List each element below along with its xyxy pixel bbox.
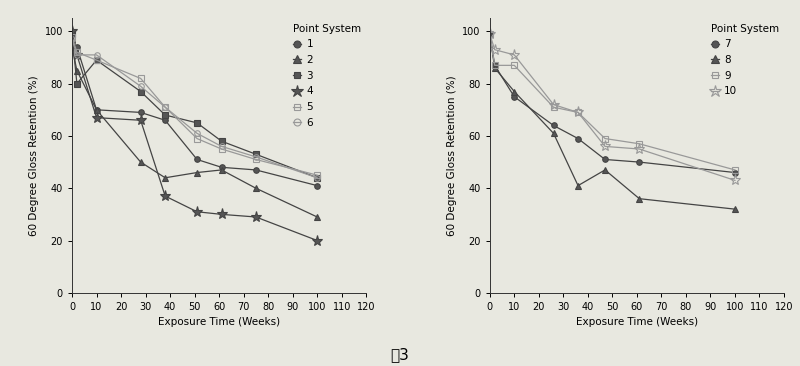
Y-axis label: 60 Degree Gloss Retention (%): 60 Degree Gloss Retention (%): [447, 75, 457, 236]
Legend: 7, 8, 9, 10: 7, 8, 9, 10: [709, 22, 781, 98]
Legend: 1, 2, 3, 4, 5, 6: 1, 2, 3, 4, 5, 6: [290, 22, 363, 130]
Text: 图3: 图3: [390, 348, 410, 362]
Y-axis label: 60 Degree Gloss Retention (%): 60 Degree Gloss Retention (%): [29, 75, 39, 236]
X-axis label: Exposure Time (Weeks): Exposure Time (Weeks): [158, 317, 280, 327]
X-axis label: Exposure Time (Weeks): Exposure Time (Weeks): [576, 317, 698, 327]
